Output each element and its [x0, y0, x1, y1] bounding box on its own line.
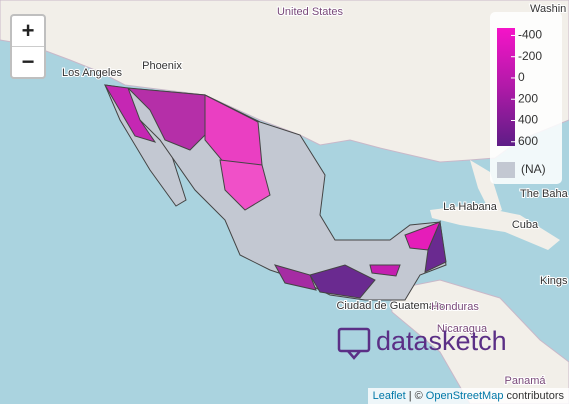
place-label: Cuba	[512, 219, 539, 231]
place-label: Honduras	[431, 301, 479, 313]
region	[104, 84, 157, 143]
legend-na-swatch	[497, 162, 515, 178]
region	[273, 264, 317, 291]
region	[424, 220, 447, 273]
legend-tick-label: -200	[518, 49, 542, 63]
land-florida	[470, 160, 502, 216]
legend-tick-label: 0	[518, 70, 525, 84]
attribution-link[interactable]: OpenStreetMap	[425, 390, 504, 402]
place-label: Ciudad de Guatemala	[336, 300, 444, 312]
place-label: La Habana	[443, 201, 498, 213]
place-label: United States	[277, 6, 344, 18]
land-central-america	[389, 279, 569, 404]
place-label: Los Angeles	[62, 67, 122, 79]
place-label: Phoenix	[142, 60, 182, 72]
legend-tick-label: -400	[518, 28, 542, 42]
legend-tick-label: 200	[518, 91, 538, 105]
attribution-text: contributors	[506, 390, 564, 402]
region	[219, 159, 271, 211]
place-label: Panamá	[505, 375, 547, 387]
place-label: Nicaragua	[437, 323, 488, 335]
logo	[337, 327, 371, 360]
land-cuba	[430, 205, 560, 250]
zoom-in[interactable]: +	[21, 18, 35, 43]
legend-tick-label: 400	[518, 113, 538, 127]
attribution: Leaflet | © OpenStreetMap contributors	[367, 388, 569, 404]
zoom-control: + −	[10, 14, 46, 79]
region	[309, 264, 376, 299]
legend-gradient	[497, 28, 515, 146]
legend-tick-label: 600	[518, 134, 538, 148]
legend: -400 -200 0 200 400 600 (NA)	[497, 28, 546, 178]
logo-text: datasketch	[376, 326, 507, 356]
zoom-out[interactable]: −	[12, 46, 44, 77]
place-label: Kings	[540, 275, 568, 287]
region	[369, 264, 401, 277]
place-label: The Baha	[520, 188, 569, 200]
legend-na-label: (NA)	[521, 162, 546, 176]
attribution-link[interactable]: Leaflet	[372, 390, 406, 402]
attribution-text: | ©	[408, 390, 423, 402]
